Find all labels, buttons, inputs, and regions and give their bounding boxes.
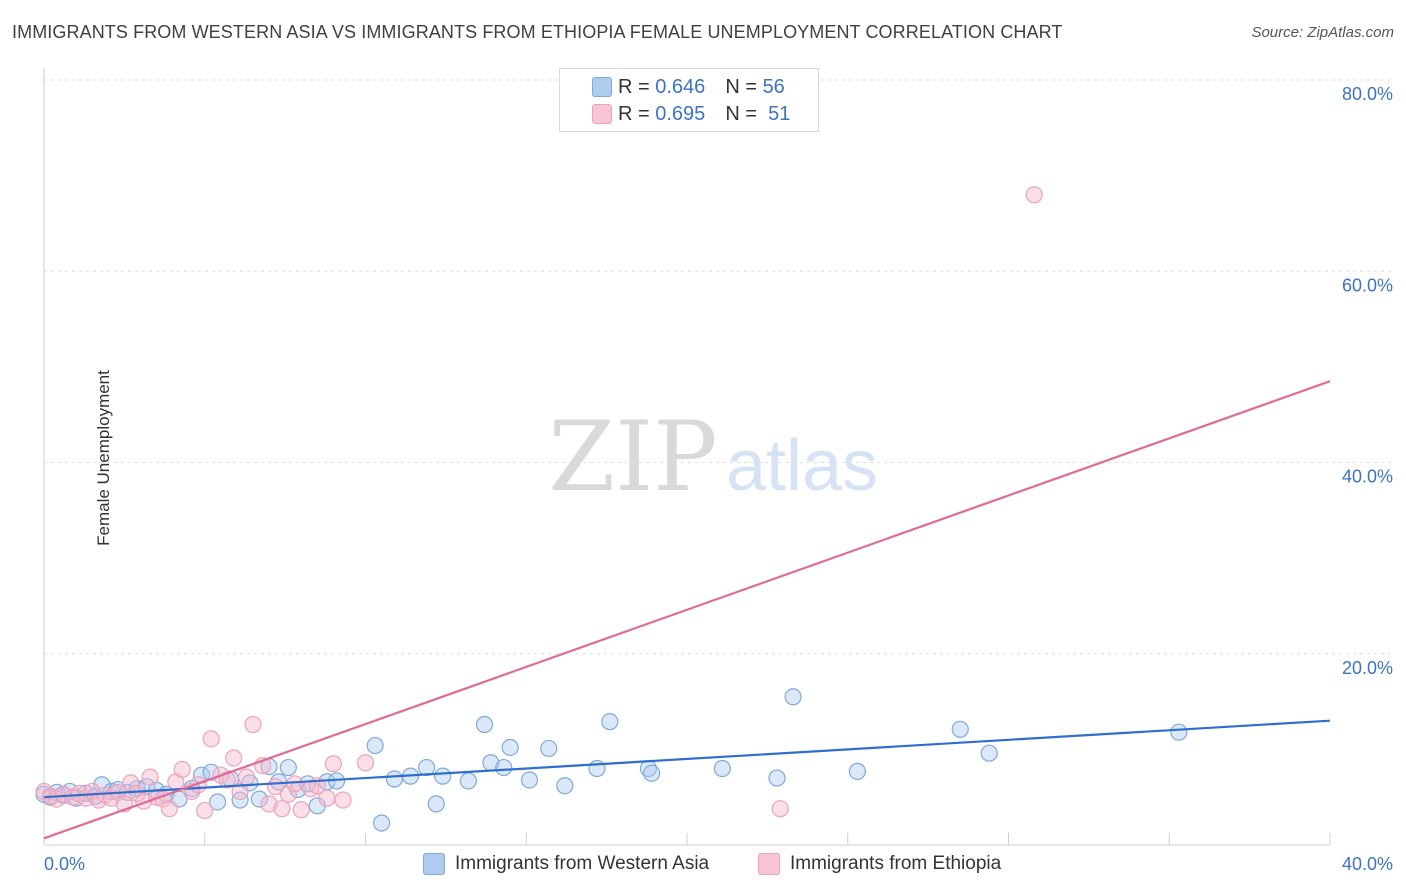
point-ethiopia [279, 785, 297, 803]
legend-row-ethiopia: R = 0.695 N = 51 [592, 101, 791, 127]
point-western-asia [643, 764, 661, 782]
point-ethiopia [356, 754, 375, 772]
legend-n-label: N = [725, 75, 757, 98]
point-ethiopia [225, 749, 243, 767]
point-ethiopia [1025, 186, 1043, 204]
point-western-asia [768, 769, 786, 787]
legend-r-value-2: 0.695 [655, 102, 706, 125]
y-tick-labels: 20.0% 40.0% 60.0% 80.0% [1342, 84, 1393, 678]
point-western-asia [980, 744, 998, 762]
point-western-asia [556, 777, 574, 795]
point-ethiopia [318, 789, 336, 807]
point-ethiopia [160, 800, 178, 818]
point-ethiopia [771, 800, 789, 818]
point-ethiopia [237, 768, 256, 786]
point-ethiopia [273, 800, 291, 818]
legend-r-label: R = [618, 102, 650, 125]
trend-line-ethiopia [43, 380, 1331, 840]
bottom-legend-label-western-asia: Immigrants from Western Asia [455, 853, 710, 874]
legend-n-value-1: 56 [762, 75, 785, 98]
bottom-legend-swatch-blue [423, 853, 445, 875]
legend-r-value-1: 0.646 [655, 75, 706, 98]
bottom-legend-label-ethiopia: Immigrants from Ethiopia [790, 853, 1002, 874]
trend-line-western-asia [43, 719, 1331, 799]
legend-swatch-blue [592, 77, 612, 97]
point-ethiopia [141, 768, 159, 786]
gridlines [44, 79, 1394, 655]
bottom-legend-swatch-pink [758, 853, 780, 875]
correlation-legend: R = 0.646 N = 56 R = 0.695 N = 51 [559, 68, 819, 132]
point-western-asia [209, 793, 227, 811]
point-western-asia [1170, 723, 1188, 741]
source-credit: Source: ZipAtlas.com [1251, 24, 1394, 41]
x-tick-label-max: 40.0% [1342, 854, 1393, 874]
point-ethiopia [202, 730, 220, 748]
watermark-atlas: atlas [726, 426, 878, 506]
watermark: ZIP atlas [548, 401, 878, 513]
point-ethiopia [292, 801, 310, 819]
y-tick-label: 40.0% [1342, 467, 1393, 487]
point-ethiopia [324, 755, 342, 773]
y-tick-label: 60.0% [1342, 275, 1393, 295]
point-western-asia [495, 758, 513, 777]
point-ethiopia [218, 771, 236, 789]
point-ethiopia [122, 774, 140, 792]
point-western-asia [427, 795, 445, 813]
x-tick-labels: 0.0% 40.0% [44, 854, 1393, 874]
y-tick-label: 80.0% [1342, 84, 1393, 104]
point-western-asia [520, 771, 539, 789]
point-ethiopia [196, 801, 214, 820]
point-western-asia [501, 738, 519, 757]
point-ethiopia [286, 775, 304, 793]
legend-swatch-pink [592, 104, 612, 124]
point-western-asia [713, 759, 731, 778]
point-western-asia [459, 772, 477, 790]
point-ethiopia [231, 782, 249, 801]
y-tick-label: 20.0% [1342, 658, 1393, 678]
point-ethiopia [173, 760, 191, 779]
legend-n-value-2: 51 [768, 102, 791, 125]
legend-row-western-asia: R = 0.646 N = 56 [592, 74, 785, 100]
point-western-asia [250, 790, 269, 808]
point-ethiopia [244, 715, 262, 734]
point-western-asia [417, 758, 436, 777]
point-western-asia [601, 713, 619, 731]
point-western-asia [540, 739, 558, 758]
point-western-asia [385, 770, 404, 788]
point-western-asia [372, 814, 391, 832]
point-western-asia [784, 688, 802, 706]
series-ethiopia-points [35, 186, 1043, 820]
chart-title: IMMIGRANTS FROM WESTERN ASIA VS IMMIGRAN… [12, 22, 1063, 42]
x-tick-label-min: 0.0% [44, 854, 85, 874]
trend-lines [43, 380, 1331, 840]
point-western-asia [848, 762, 866, 780]
point-western-asia [366, 736, 384, 755]
point-western-asia [475, 715, 494, 734]
bottom-legend-ethiopia: Immigrants from Ethiopia [758, 852, 1001, 876]
point-western-asia [231, 791, 249, 809]
legend-n-label: N = [725, 102, 757, 125]
point-western-asia [434, 767, 452, 785]
legend-r-label: R = [618, 75, 650, 98]
point-western-asia [951, 720, 969, 738]
point-western-asia [279, 758, 297, 777]
watermark-zip: ZIP [548, 401, 717, 513]
y-axis-label: Female Unemployment [93, 370, 113, 546]
point-ethiopia [260, 795, 278, 813]
bottom-legend-western-asia: Immigrants from Western Asia [423, 852, 709, 876]
point-ethiopia [334, 791, 352, 809]
axes [43, 68, 1331, 846]
